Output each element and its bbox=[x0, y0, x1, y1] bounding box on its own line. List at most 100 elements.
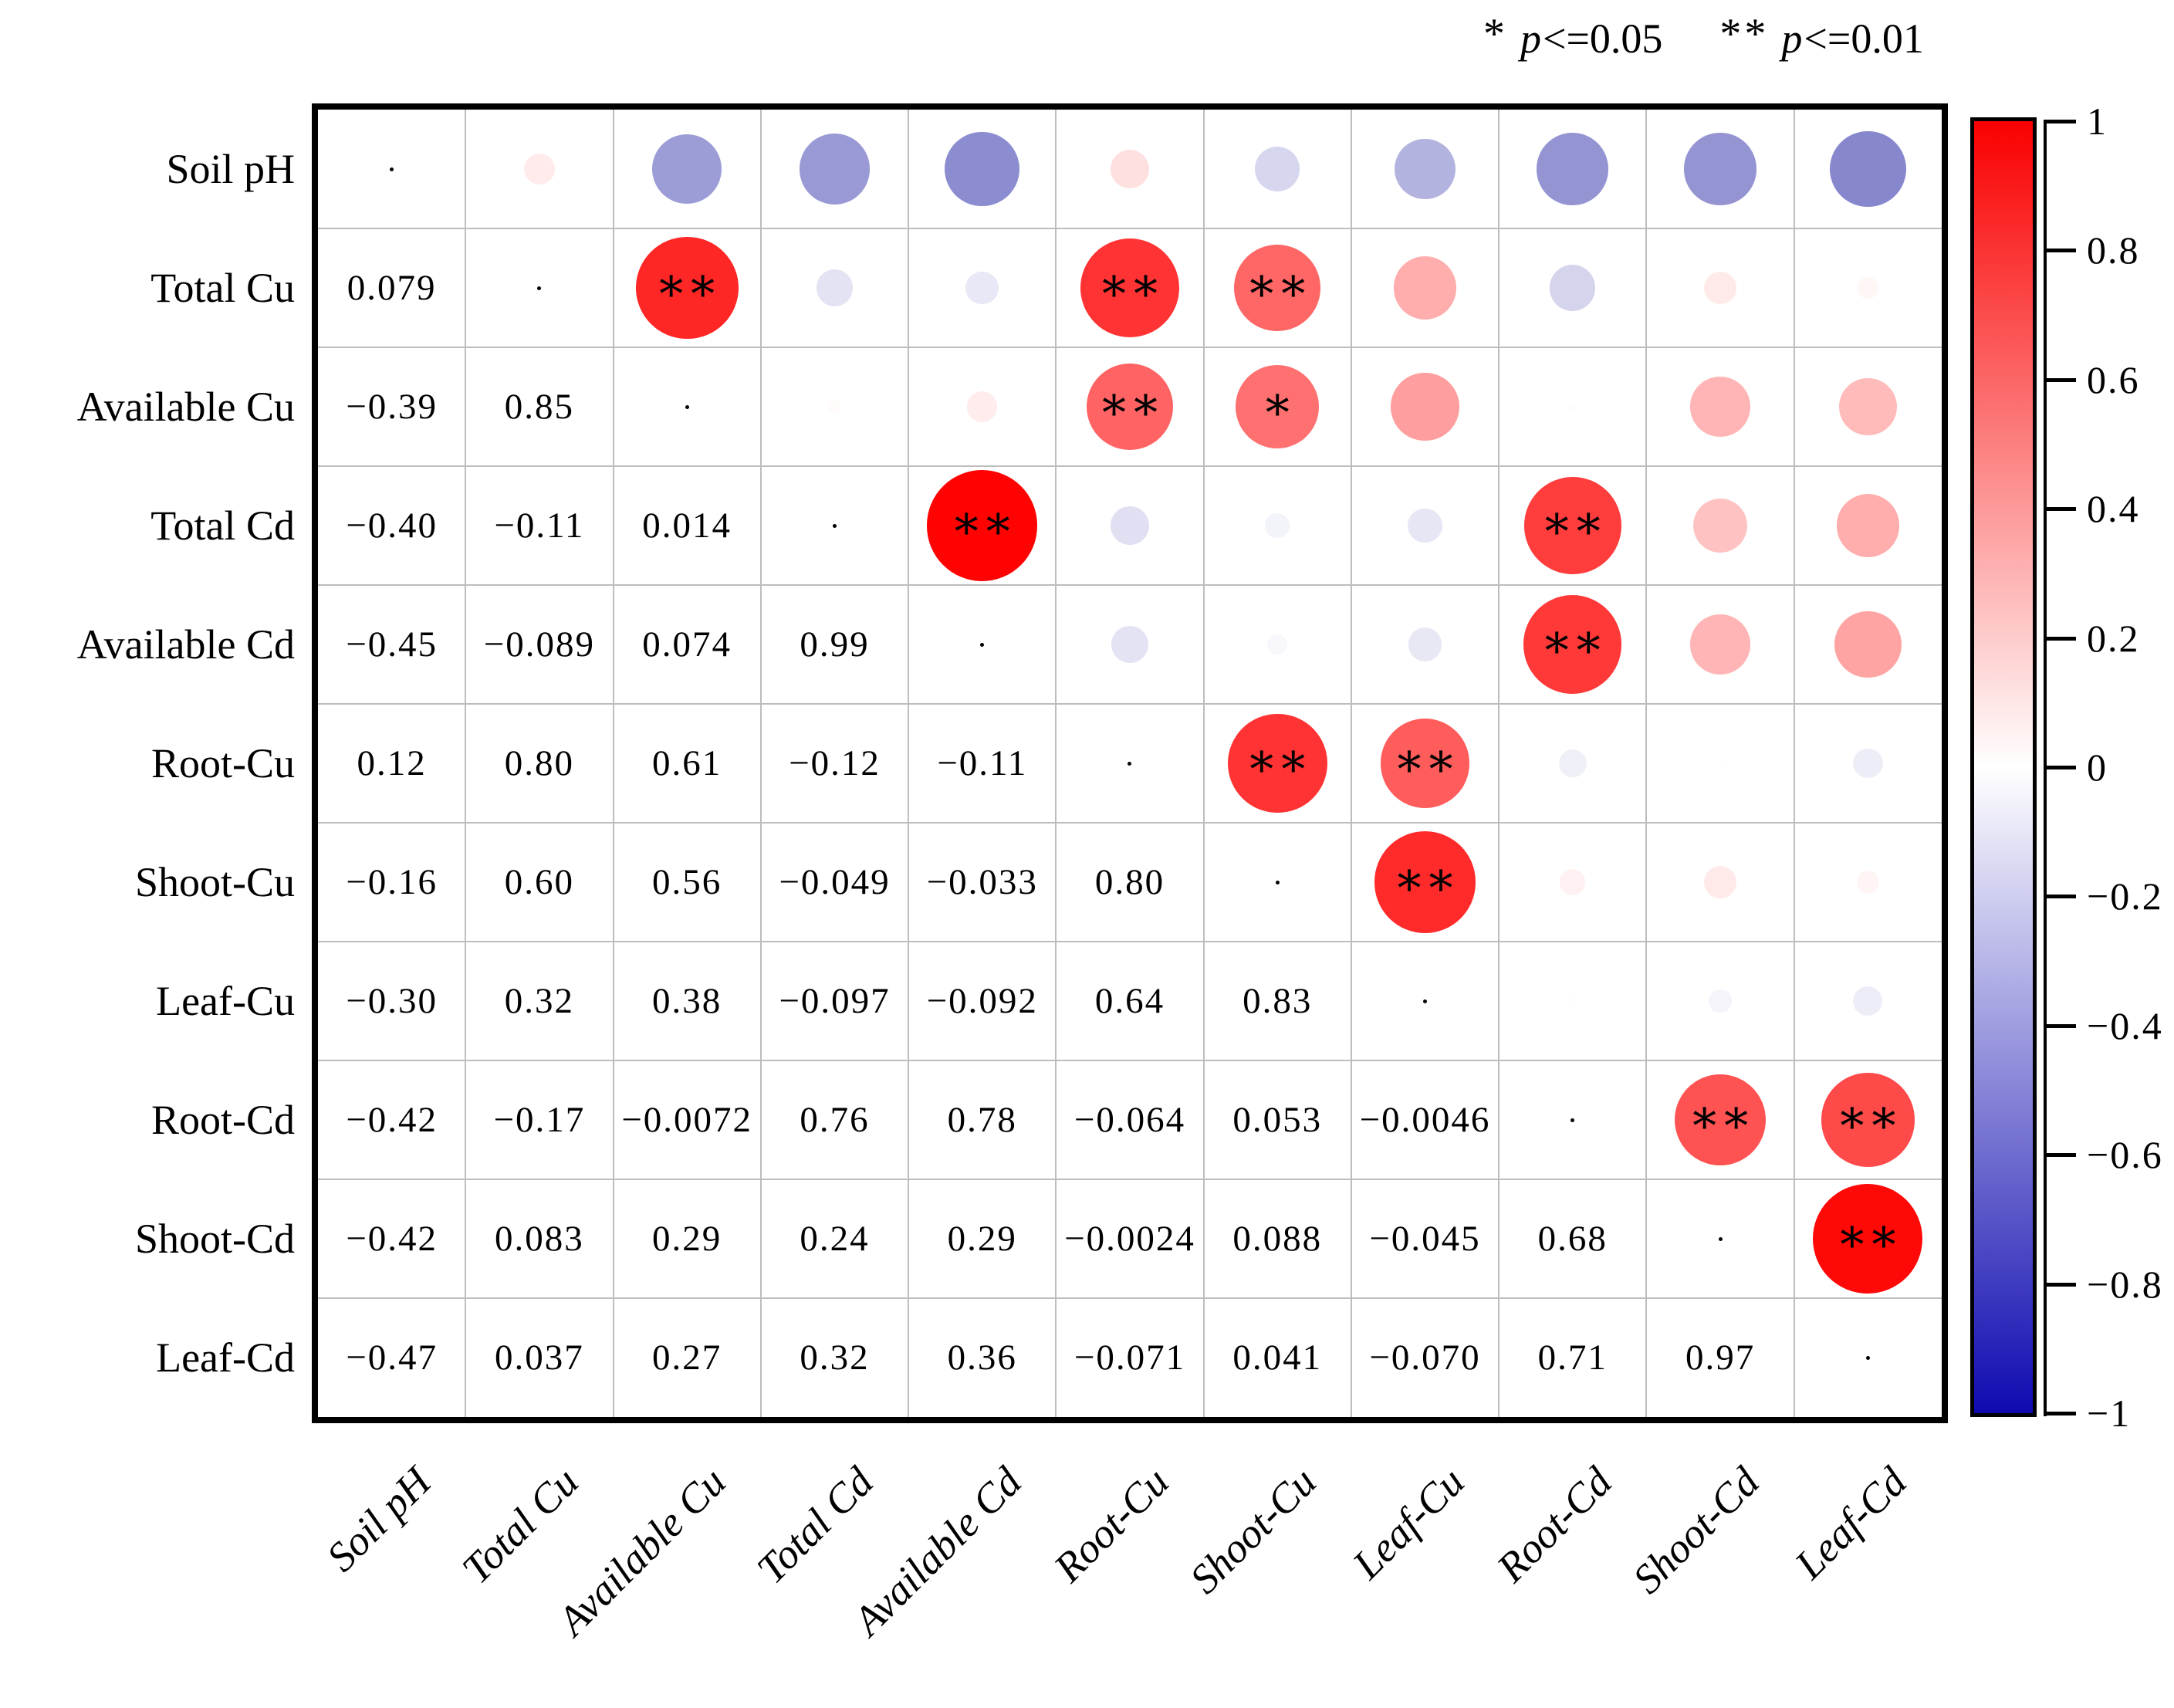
correlation-bubble bbox=[1111, 506, 1149, 545]
correlation-value: −0.064 bbox=[1073, 1100, 1186, 1140]
matrix-cell bbox=[1499, 704, 1646, 823]
y-axis-label: Shoot-Cd bbox=[134, 1216, 295, 1262]
correlation-bubble bbox=[1408, 508, 1442, 543]
significance-legend-item-p05: * p <=0.05 bbox=[1483, 10, 1663, 63]
matrix-cell bbox=[1499, 347, 1646, 466]
matrix-cell bbox=[1794, 466, 1942, 585]
matrix-cell bbox=[1056, 110, 1203, 228]
matrix-cell bbox=[1056, 585, 1203, 704]
correlation-value: 0.97 bbox=[1685, 1338, 1756, 1378]
significance-stars: ** bbox=[1544, 503, 1608, 560]
correlation-value: −0.049 bbox=[779, 862, 891, 902]
correlation-bubble bbox=[1690, 377, 1750, 437]
correlation-value: 0.61 bbox=[652, 743, 722, 783]
correlation-bubble bbox=[523, 153, 556, 185]
matrix-cell: −0.42 bbox=[318, 1060, 465, 1179]
correlation-value: 0.99 bbox=[800, 624, 870, 665]
matrix-cell: 0.074 bbox=[614, 585, 761, 704]
matrix-cell bbox=[1646, 823, 1794, 942]
correlation-value: −0.42 bbox=[346, 1219, 438, 1259]
correlation-bubble: ** bbox=[1813, 1184, 1923, 1294]
significance-stars: ** bbox=[1840, 1098, 1904, 1155]
correlation-bubble: ** bbox=[1524, 477, 1621, 574]
y-axis-label: Soil pH bbox=[166, 146, 295, 192]
correlation-bubble bbox=[652, 134, 722, 204]
significance-stars: ** bbox=[1840, 1216, 1904, 1273]
matrix-cell bbox=[1499, 1060, 1646, 1179]
matrix-cell bbox=[1794, 823, 1942, 942]
correlation-bubble bbox=[1393, 256, 1457, 320]
matrix-cell bbox=[1794, 228, 1942, 347]
significance-stars: ** bbox=[1101, 266, 1165, 323]
correlation-value: 0.037 bbox=[495, 1338, 584, 1378]
matrix-cell: −0.47 bbox=[318, 1298, 465, 1417]
matrix-cell: 0.32 bbox=[761, 1298, 908, 1417]
matrix-cell: 0.27 bbox=[614, 1298, 761, 1417]
correlation-value: −0.47 bbox=[346, 1338, 438, 1378]
correlation-bubble bbox=[1829, 130, 1906, 208]
matrix-cell: ** bbox=[1499, 466, 1646, 585]
matrix-cell: 0.64 bbox=[1056, 942, 1203, 1060]
y-axis-label: Root-Cu bbox=[150, 740, 295, 786]
colorbar-tick bbox=[2044, 895, 2076, 899]
matrix-cell: −0.092 bbox=[908, 942, 1056, 1060]
matrix-cell: −0.049 bbox=[761, 823, 908, 942]
gridline-horizontal bbox=[318, 228, 1942, 229]
gridline-horizontal bbox=[318, 1179, 1942, 1180]
diagonal-dot bbox=[390, 167, 394, 171]
p-threshold: <=0.01 bbox=[1804, 15, 1924, 62]
significance-legend-item-p01: ** p <=0.01 bbox=[1719, 10, 1924, 63]
correlation-bubble bbox=[1692, 498, 1748, 553]
diagonal-dot bbox=[832, 523, 837, 528]
matrix-cell bbox=[1204, 466, 1351, 585]
matrix-cell: ** bbox=[1646, 1060, 1794, 1179]
correlation-bubble bbox=[827, 400, 841, 414]
matrix-cell bbox=[1794, 110, 1942, 228]
gridline-vertical bbox=[465, 110, 467, 1417]
correlation-bubble: ** bbox=[1374, 831, 1476, 933]
matrix-cell bbox=[465, 228, 613, 347]
matrix-cell bbox=[761, 228, 908, 347]
matrix-cell: ** bbox=[1794, 1179, 1942, 1298]
significance-stars: ** bbox=[659, 266, 723, 323]
matrix-cell: 0.38 bbox=[614, 942, 761, 1060]
correlation-value: 0.088 bbox=[1232, 1219, 1323, 1259]
gridline-vertical bbox=[908, 110, 910, 1417]
correlation-bubble bbox=[1265, 513, 1290, 538]
correlation-value: 0.29 bbox=[652, 1219, 722, 1259]
correlation-value: −0.071 bbox=[1073, 1338, 1186, 1378]
matrix-cell: 0.014 bbox=[614, 466, 761, 585]
correlation-bubble bbox=[1853, 748, 1883, 779]
matrix-cell: 0.76 bbox=[761, 1060, 908, 1179]
matrix-cell: 0.12 bbox=[318, 704, 465, 823]
significance-stars: ** bbox=[1249, 741, 1314, 798]
significance-stars: ** bbox=[1101, 384, 1165, 441]
gridline-horizontal bbox=[318, 1297, 1942, 1299]
correlation-value: 0.014 bbox=[642, 506, 732, 546]
matrix-cell bbox=[1204, 823, 1351, 942]
correlation-value: −0.0072 bbox=[621, 1100, 753, 1140]
correlation-bubble bbox=[1703, 865, 1737, 899]
p-threshold: <=0.05 bbox=[1543, 15, 1663, 62]
correlation-value: −0.40 bbox=[346, 506, 438, 546]
correlation-bubble bbox=[1568, 997, 1577, 1005]
colorbar-tick-label: −0.8 bbox=[2087, 1262, 2163, 1306]
correlation-bubble: ** bbox=[1227, 713, 1327, 813]
correlation-value: 0.36 bbox=[947, 1338, 1017, 1378]
colorbar-tick-label: 0.4 bbox=[2087, 487, 2140, 531]
matrix-cell bbox=[1351, 228, 1499, 347]
correlation-bubble bbox=[1560, 869, 1586, 895]
correlation-bubble: * bbox=[1236, 365, 1320, 448]
matrix-cell: 0.29 bbox=[908, 1179, 1056, 1298]
correlation-bubble bbox=[1255, 147, 1300, 191]
gridline-horizontal bbox=[318, 822, 1942, 824]
correlation-bubble bbox=[1838, 377, 1897, 436]
correlation-value: 0.24 bbox=[800, 1219, 870, 1259]
matrix-cell: −0.42 bbox=[318, 1179, 465, 1298]
correlation-value: −0.12 bbox=[789, 743, 881, 783]
matrix-cell: 0.97 bbox=[1646, 1298, 1794, 1417]
correlation-bubble: ** bbox=[1380, 719, 1470, 808]
gridline-horizontal bbox=[318, 465, 1942, 467]
correlation-bubble bbox=[1708, 989, 1733, 1013]
